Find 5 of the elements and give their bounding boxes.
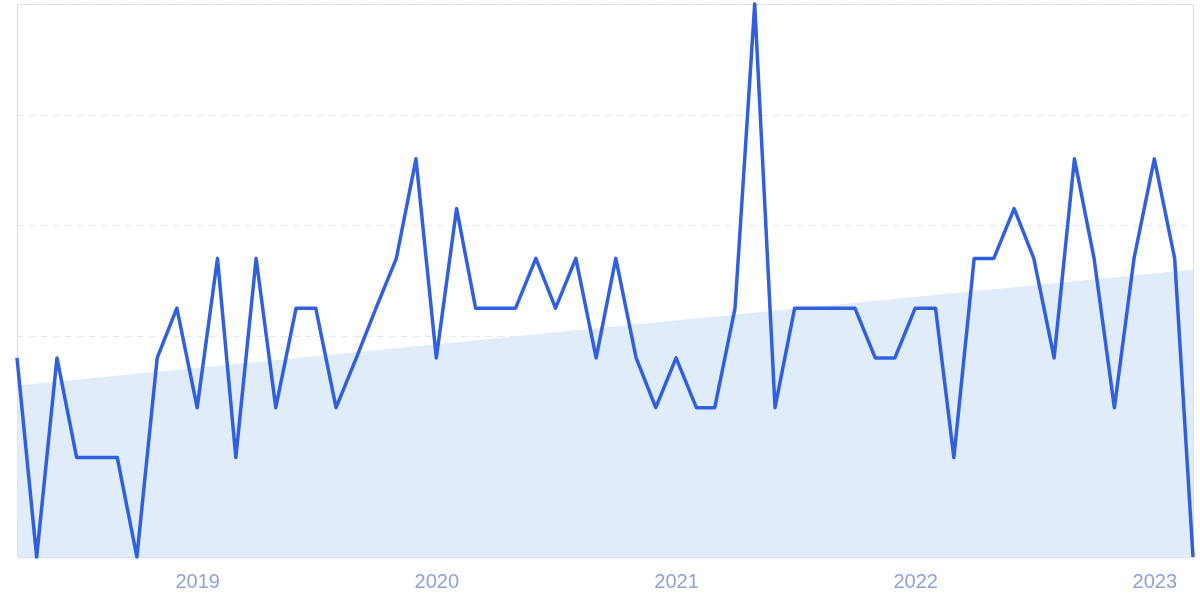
- x-tick-label: 2022: [893, 569, 938, 592]
- x-tick-label: 2021: [654, 569, 699, 592]
- x-tick-label: 2019: [175, 569, 220, 592]
- x-tick-label: 2020: [414, 569, 460, 592]
- x-tick-label: 2023: [1132, 569, 1178, 592]
